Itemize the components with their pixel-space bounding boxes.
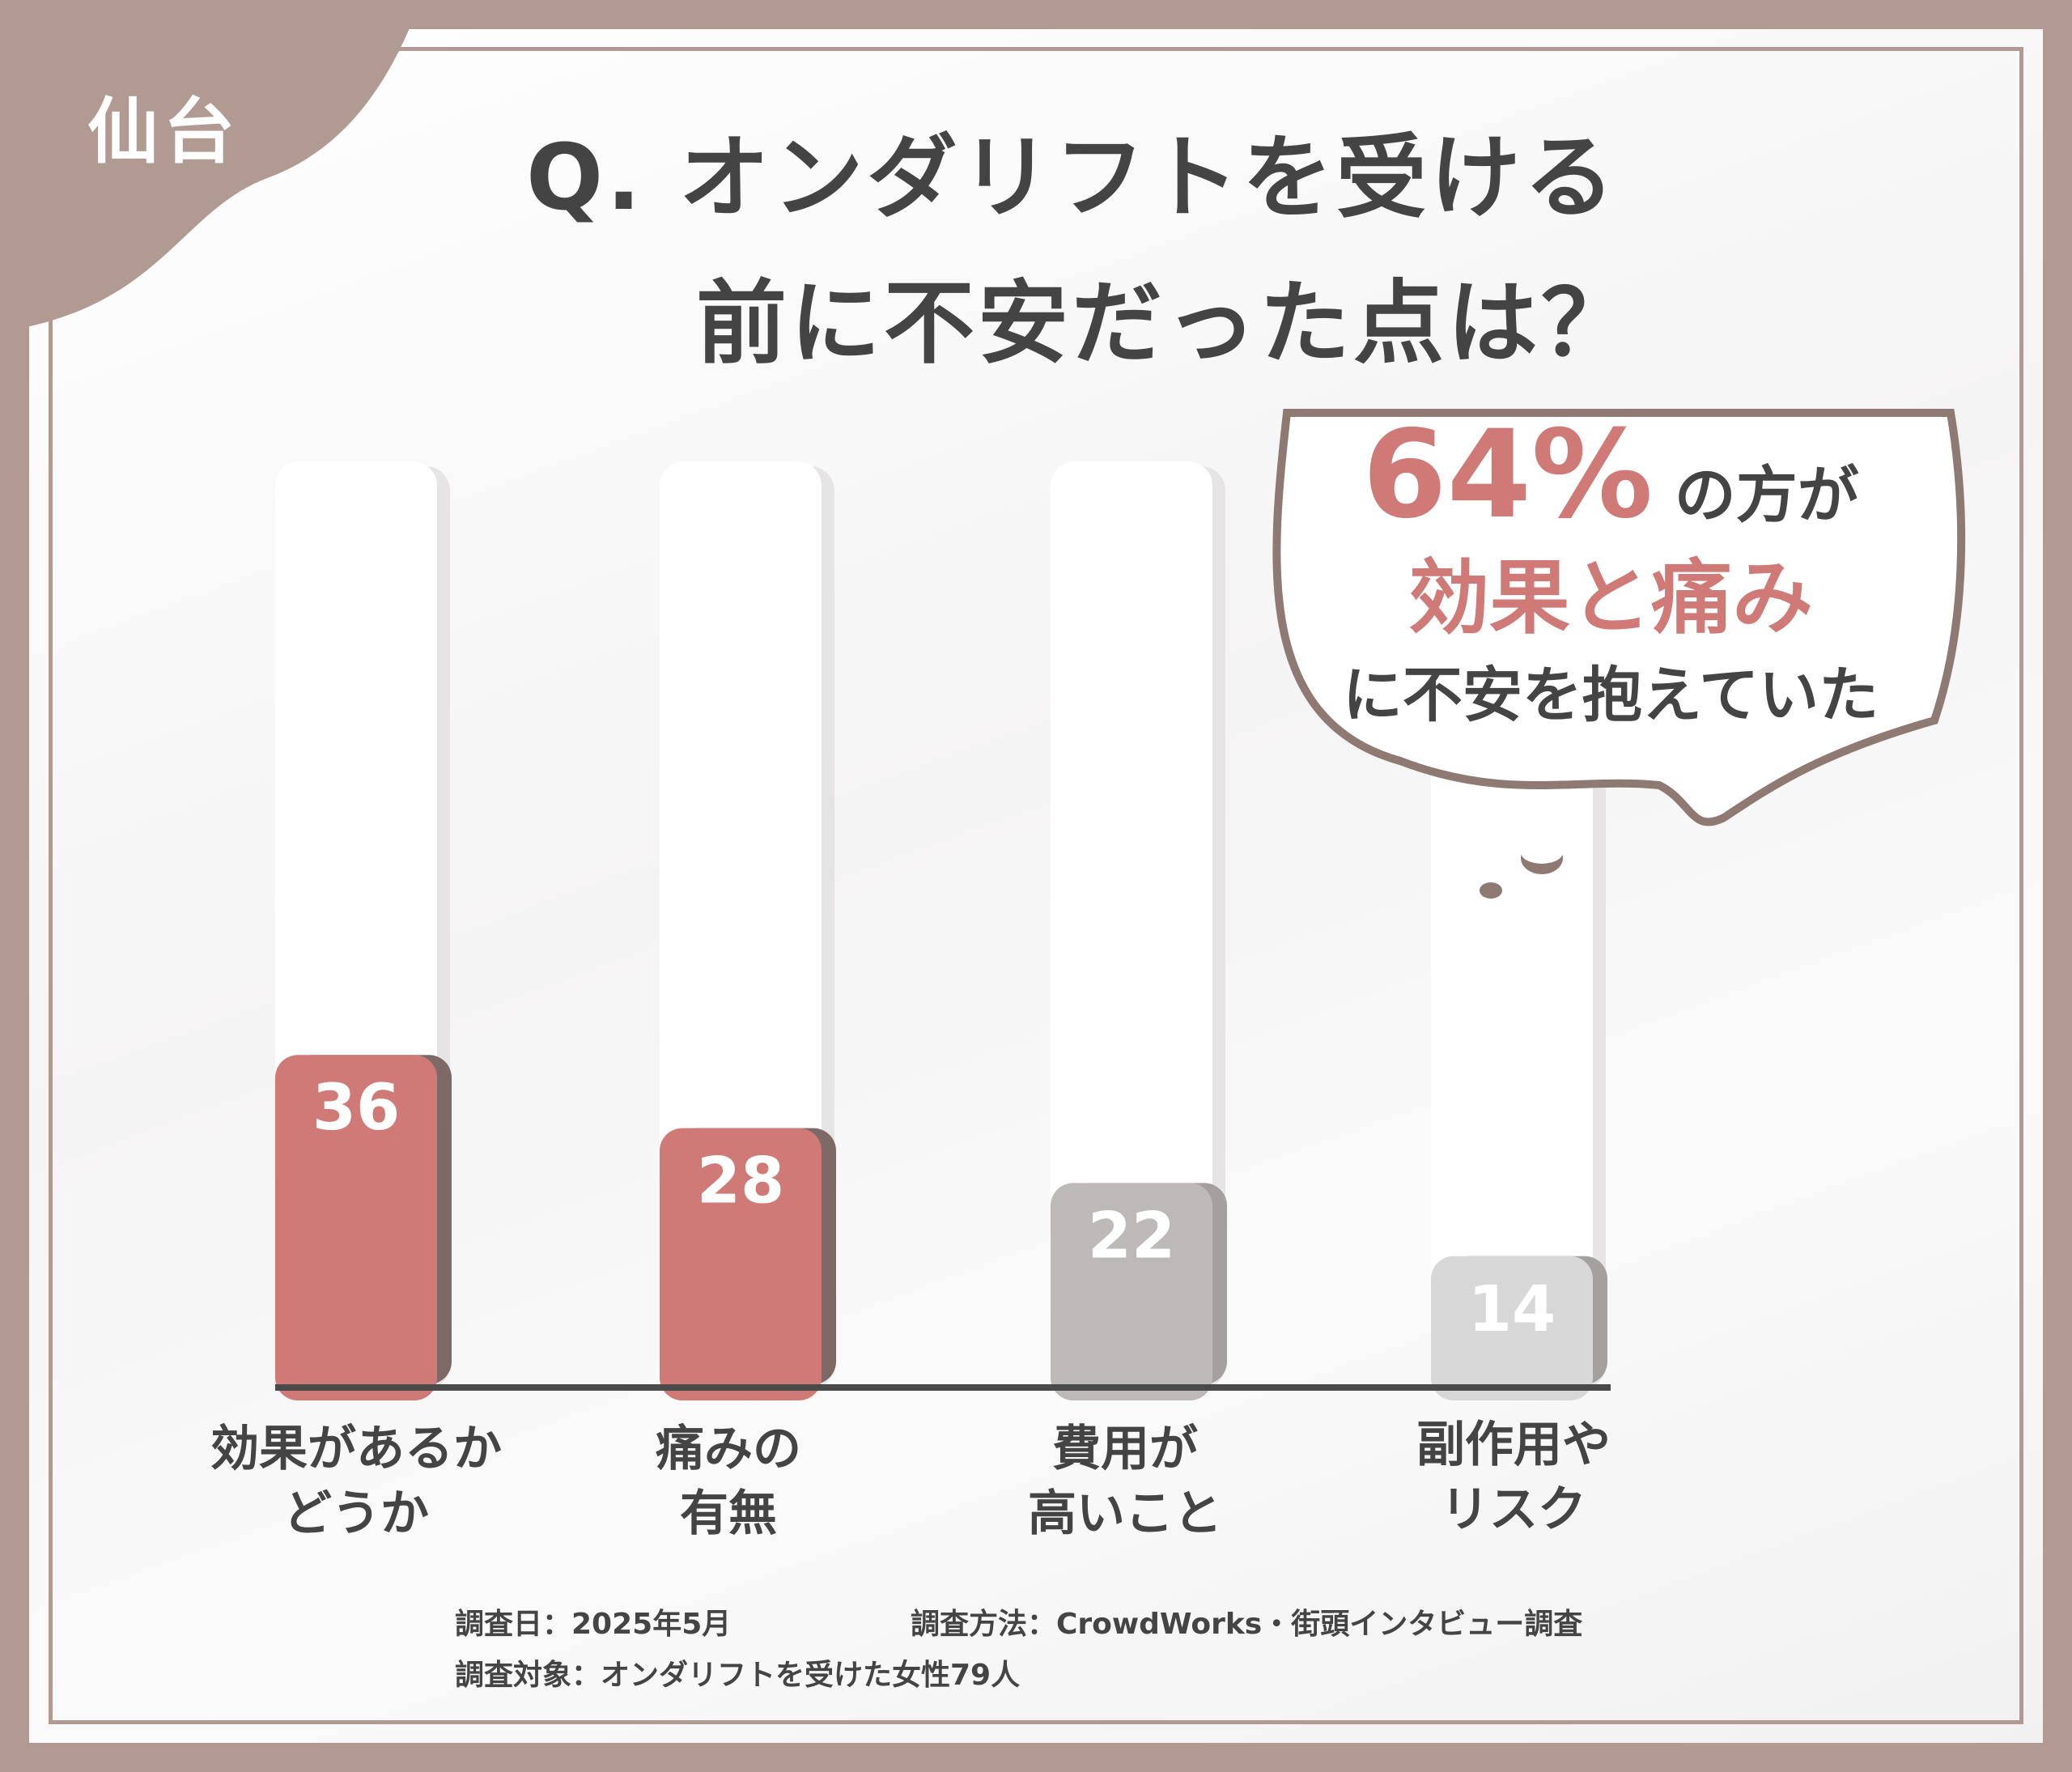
bar-value-label: 28 (697, 1145, 785, 1218)
inner-border (49, 47, 2023, 1724)
callout-percent: 64% (1362, 405, 1654, 546)
bar (1431, 1256, 1593, 1400)
bar (660, 1128, 822, 1400)
corner-blob (0, 0, 421, 332)
category-label-line: 効果があるか (210, 1421, 502, 1477)
category-label: 副作用や リスク (1352, 1413, 1675, 1542)
bar-value-label: 22 (1088, 1200, 1176, 1273)
page-title: Q. オンダリフトを受ける 前に不安だった点は？ (526, 105, 1902, 397)
category-label: 痛みの 有無 (567, 1417, 890, 1546)
callout-tail: に不安を抱えていた (1342, 661, 1879, 730)
bar (275, 1055, 437, 1400)
city-label: 仙台 (87, 90, 240, 173)
bar-value-label: 14 (1468, 1273, 1556, 1346)
callout-suffix: の方が (1653, 459, 1859, 531)
x-axis-line (275, 1384, 1611, 1391)
survey-target: 調査対象：オンダリフトを受けた女性79人 (455, 1659, 1021, 1692)
category-label: 費用が 高いこと (963, 1417, 1287, 1546)
speech-bubble (1272, 409, 1966, 899)
callout-text: 64% の方が 効果と痛み に不安を抱えていた (1263, 405, 1959, 740)
bar (1051, 1183, 1212, 1400)
category-label-line: リスク (1441, 1481, 1586, 1538)
category-label-line: 費用が (1052, 1421, 1198, 1477)
category-label-line: 有無 (680, 1485, 777, 1542)
title-line-1: Q. オンダリフトを受ける (526, 125, 1618, 231)
survey-date: 調査日：2025年5月 (455, 1608, 732, 1641)
callout-highlight: 効果と痛み (1408, 550, 1813, 645)
bar-track (1051, 461, 1212, 1384)
category-label-line: 副作用や (1416, 1417, 1611, 1473)
title-line-2: 前に不安だった点は？ (696, 271, 1635, 376)
bar-value-label: 36 (312, 1072, 401, 1145)
category-label-line: 痛みの (656, 1421, 801, 1477)
category-label-line: どうか (283, 1485, 429, 1542)
survey-method: 調査方法：CrowdWorks・街頭インタビュー調査 (911, 1608, 1583, 1641)
category-label-line: 高いこと (1028, 1485, 1222, 1542)
category-label: 効果があるか どうか (178, 1417, 534, 1546)
